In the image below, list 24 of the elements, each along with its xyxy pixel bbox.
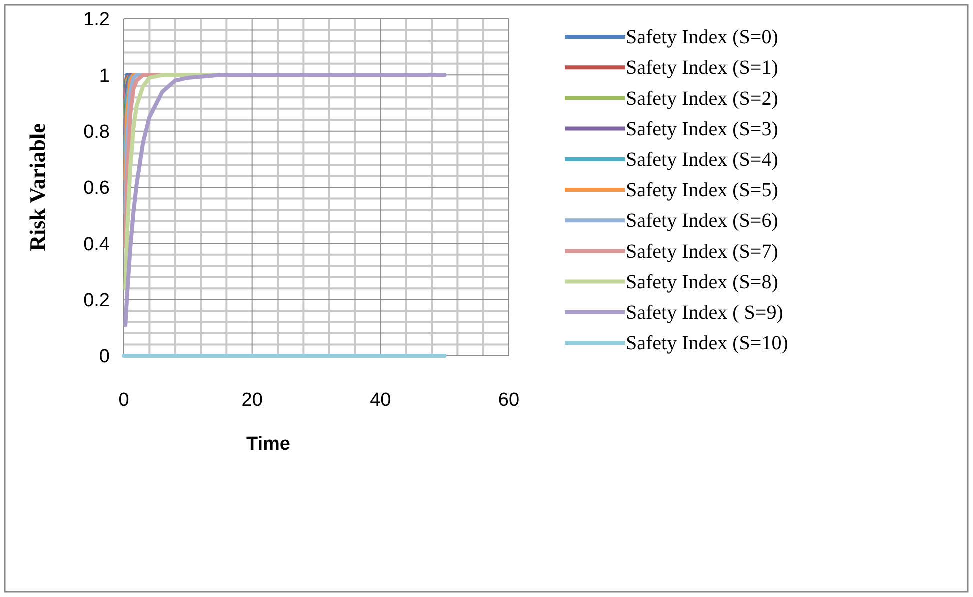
y-tick-label: 0.8 — [84, 122, 110, 143]
y-tick-label: 1 — [99, 66, 110, 87]
legend-label: Safety Index ( S=9) — [626, 302, 784, 324]
legend-label: Safety Index (S=8) — [626, 271, 778, 294]
legend-label: Safety Index (S=1) — [626, 57, 778, 80]
x-tick-label: 0 — [118, 390, 130, 411]
y-axis-title: Risk Variable — [25, 123, 50, 252]
y-tick-label: 0.4 — [84, 234, 110, 256]
y-tick-label: 0 — [99, 346, 110, 368]
legend-label: Safety Index (S=10) — [626, 332, 788, 355]
legend-label: Safety Index (S=5) — [626, 180, 778, 202]
legend-label: Safety Index (S=3) — [626, 118, 778, 140]
x-tick-label: 20 — [242, 390, 263, 411]
y-tick-label: 0.2 — [84, 290, 110, 312]
legend-label: Safety Index (S=0) — [626, 26, 778, 49]
x-tick-label: 40 — [370, 390, 392, 411]
x-tick-label: 60 — [498, 390, 520, 411]
legend-label: Safety Index (S=7) — [626, 240, 778, 263]
y-tick-label: 0.6 — [84, 178, 110, 200]
legend-label: Safety Index (S=2) — [626, 88, 778, 110]
legend-label: Safety Index (S=4) — [626, 149, 778, 171]
legend-label: Safety Index (S=6) — [626, 210, 778, 232]
y-tick-label: 1.2 — [84, 10, 110, 31]
x-axis-title: Time — [246, 434, 291, 455]
